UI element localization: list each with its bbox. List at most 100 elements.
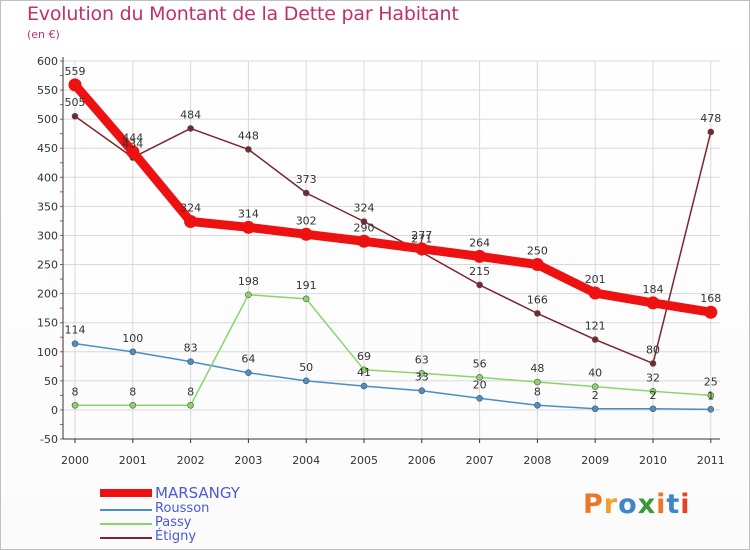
point-rousson <box>71 340 79 347</box>
data-label-rousson: 83 <box>184 342 198 355</box>
y-tick-label: 450 <box>37 142 58 155</box>
series-line-marsangy <box>70 80 716 317</box>
logo-letter: i <box>656 489 667 520</box>
data-label-passy: 25 <box>704 375 718 388</box>
series-line-rousson <box>74 342 712 411</box>
data-label-etigny: 215 <box>469 265 490 278</box>
data-label-etigny: 505 <box>65 96 86 109</box>
y-tick-label: 100 <box>37 346 58 359</box>
point-marsangy <box>530 258 544 272</box>
point-etigny <box>71 112 79 120</box>
point-rousson <box>591 405 599 413</box>
data-label-marsangy: 314 <box>238 207 259 220</box>
data-label-etigny: 166 <box>527 293 548 306</box>
axes: -500501001502002503003504004505005506002… <box>37 55 725 467</box>
y-tick-label: 150 <box>37 317 58 330</box>
point-etigny <box>591 336 599 343</box>
x-tick-label: 2001 <box>119 454 147 467</box>
point-rousson <box>534 401 541 409</box>
point-passy <box>707 392 715 399</box>
logo-letter: r <box>603 489 619 520</box>
data-label-rousson: 2 <box>650 389 657 402</box>
y-tick-label: 200 <box>37 288 58 301</box>
point-marsangy <box>473 249 487 263</box>
data-label-rousson: 41 <box>357 366 371 379</box>
logo-letter: o <box>618 489 638 520</box>
data-label-rousson: 1 <box>707 389 714 402</box>
data-label-passy: 63 <box>415 353 429 366</box>
data-label-marsangy: 277 <box>411 229 432 242</box>
x-tick-label: 2011 <box>697 454 725 467</box>
legend-swatch <box>100 537 152 539</box>
point-rousson <box>476 394 483 402</box>
x-tick-label: 2004 <box>292 454 320 467</box>
data-label-passy: 32 <box>646 371 660 384</box>
data-label-etigny: 484 <box>180 108 201 121</box>
data-label-marsangy: 168 <box>700 292 721 305</box>
data-label-rousson: 33 <box>415 371 429 384</box>
chart-title: Evolution du Montant de la Dette par Hab… <box>27 3 459 25</box>
y-tick-label: 400 <box>37 171 58 184</box>
data-label-passy: 8 <box>129 385 136 398</box>
legend-label: Passy <box>155 515 192 530</box>
x-tick-label: 2005 <box>350 454 378 467</box>
y-tick-label: 350 <box>37 200 58 213</box>
y-tick-label: 0 <box>51 404 58 417</box>
series <box>68 78 718 413</box>
legend-label: Étigny <box>155 529 197 544</box>
data-label-etigny: 121 <box>585 320 606 333</box>
point-marsangy <box>646 296 660 310</box>
data-label-rousson: 2 <box>592 389 599 402</box>
data-label-marsangy: 559 <box>65 65 86 78</box>
point-rousson <box>129 348 137 356</box>
x-tick-label: 2010 <box>639 454 667 467</box>
logo-letter: i <box>680 489 691 520</box>
point-passy <box>245 291 252 299</box>
legend-swatch <box>100 489 152 497</box>
x-tick-label: 2000 <box>61 454 89 467</box>
data-label-etigny: 271 <box>411 232 432 245</box>
x-tick-label: 2007 <box>466 454 494 467</box>
y-tick-label: 250 <box>37 259 58 272</box>
legend-swatch <box>100 523 152 525</box>
data-label-marsangy: 184 <box>643 283 664 296</box>
point-rousson <box>707 406 715 413</box>
data-label-passy: 69 <box>357 350 371 363</box>
logo-letter: t <box>666 489 681 520</box>
proxiti-logo: Proxiti <box>583 489 691 520</box>
data-label-passy: 40 <box>588 367 602 380</box>
x-tick-label: 2006 <box>408 454 436 467</box>
point-etigny <box>649 360 657 367</box>
point-etigny <box>476 281 483 289</box>
legend-swatch <box>100 509 152 511</box>
data-label-marsangy: 444 <box>122 132 143 145</box>
data-label-etigny: 448 <box>238 129 259 142</box>
data-label-passy: 8 <box>187 385 194 398</box>
data-label-passy: 191 <box>296 279 317 292</box>
point-etigny <box>707 128 715 136</box>
data-label-marsangy: 250 <box>527 245 548 258</box>
point-marsangy <box>184 215 198 229</box>
logo-letter: P <box>583 489 604 520</box>
grid <box>63 60 720 440</box>
chart-unit: (en €) <box>27 28 60 41</box>
y-tick-label: 550 <box>37 84 58 97</box>
data-label-passy: 198 <box>238 275 259 288</box>
point-etigny <box>360 218 368 225</box>
y-tick-label: 300 <box>37 229 58 242</box>
data-label-rousson: 8 <box>534 385 541 398</box>
point-rousson <box>187 358 194 365</box>
data-label-marsangy: 290 <box>354 221 375 234</box>
point-etigny <box>187 125 194 132</box>
series-line-passy <box>74 294 712 407</box>
point-marsangy <box>241 220 255 234</box>
legend-label: Rousson <box>155 501 210 516</box>
x-tick-label: 2002 <box>177 454 205 467</box>
point-marsangy <box>126 145 140 159</box>
data-label-rousson: 114 <box>65 324 86 337</box>
data-label-rousson: 64 <box>241 353 255 366</box>
point-etigny <box>245 146 252 153</box>
